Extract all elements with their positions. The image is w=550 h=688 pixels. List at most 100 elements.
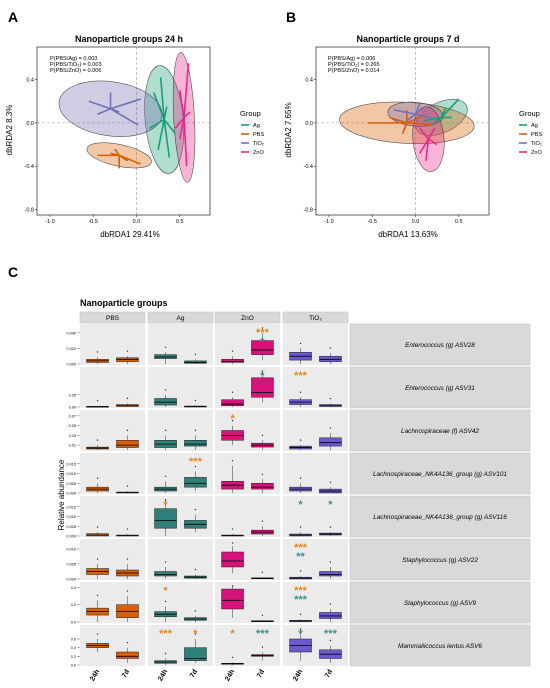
outlier-point (194, 633, 197, 635)
taxon-label: Staphylococcus (g) ASV9 (404, 600, 477, 607)
legend-label: Ag (531, 123, 538, 129)
outlier-point (299, 342, 302, 345)
row-strip (349, 538, 531, 581)
significance-stars: * (193, 628, 198, 640)
box (116, 440, 139, 448)
panel-b-pvalue: P(PBS/Ag) = 0.006 (328, 56, 375, 62)
outlier-point (164, 600, 167, 603)
significance-stars: * (230, 413, 235, 425)
outlier-point (299, 628, 302, 630)
group-strip (79, 311, 146, 324)
panel-a: A Nanoparticle groups 24 h P(PBS/Ag) = 0… (5, 9, 211, 239)
row-strip (349, 452, 531, 495)
y-tick-label: 0.010 (66, 472, 76, 476)
panel-a-pvalues: P(PBS/Ag) = 0.003 P(PBS/TiO₂) = 0.003 P(… (50, 56, 102, 74)
y-tick-label: 0.07 (69, 414, 76, 418)
outlier-point (126, 429, 129, 432)
taxon-label: Lachnospiraceae_NK4A136_group (g) ASV116 (373, 514, 507, 521)
y-tick-label: 0.03 (69, 434, 76, 438)
panel-b-xlabel: dbRDA1 13.63% (378, 230, 438, 239)
outlier-point (164, 561, 167, 563)
group-strip-label: Ag (177, 315, 185, 322)
outlier-point (299, 613, 302, 616)
y-tick-label: 0.6 (71, 638, 76, 642)
box (221, 551, 244, 568)
panel-a-letter: A (8, 9, 18, 25)
outlier-point (164, 346, 167, 348)
spider-line (153, 92, 165, 120)
outlier-point (126, 558, 129, 560)
y-tick-label: -0.4 (304, 164, 313, 170)
group-strip (282, 311, 349, 324)
outlier-point (164, 389, 167, 391)
taxon-label: Mammaliicoccus lentus ASV6 (398, 643, 482, 650)
significance-stars: *** (294, 585, 308, 597)
panel-a-xlabel: dbRDA1 29.41% (100, 230, 160, 239)
x-tick-label: 0.0 (133, 219, 141, 225)
facet-panel (80, 496, 145, 537)
y-tick-label: -0.4 (25, 164, 34, 170)
spider-line (178, 90, 185, 118)
outlier-point (96, 351, 99, 353)
spider-line (425, 139, 430, 161)
panel-a-pvalue: P(PBS/Ag) = 0.003 (50, 56, 97, 62)
y-tick-label: 0.01 (69, 444, 76, 448)
outlier-point (329, 397, 332, 400)
significance-stars: *** (294, 594, 308, 606)
y-tick-label: 0.015 (66, 505, 76, 509)
significance-stars: *** (294, 370, 308, 382)
x-tick-label: 0.5 (455, 219, 463, 225)
facet-panel (80, 367, 145, 408)
y-tick-label: 0.4 (26, 78, 34, 84)
y-tick-label: 0.0 (26, 121, 34, 127)
y-tick-label: 0.00 (69, 406, 76, 410)
outlier-point (261, 327, 264, 329)
facet-panel (148, 324, 213, 365)
box (251, 340, 274, 355)
group-strip (147, 311, 214, 324)
outlier-point (194, 429, 197, 432)
significance-stars: *** (159, 628, 173, 640)
outlier-point (329, 561, 332, 563)
spider-line (393, 109, 416, 115)
group-strip-label: ZnO (241, 315, 254, 322)
spider-line (110, 108, 139, 126)
significance-stars: ** (296, 551, 305, 563)
box (319, 571, 342, 577)
outlier-point (261, 646, 264, 648)
x-tick-label: 24h (292, 669, 304, 683)
outlier-point (231, 350, 234, 352)
y-tick-label: 0.2 (71, 603, 76, 607)
x-tick-label: -0.5 (367, 219, 376, 225)
row-strip (349, 409, 531, 452)
outlier-point (126, 350, 129, 352)
outlier-point (164, 652, 167, 655)
outlier-point (299, 526, 302, 528)
y-tick-label: 0.005 (66, 525, 76, 529)
significance-stars: *** (324, 628, 338, 640)
y-tick-label: 0.0 (71, 621, 76, 625)
outlier-point (231, 528, 234, 530)
panel-c-letter: C (8, 264, 18, 280)
y-tick-label: 0.020 (66, 347, 76, 351)
x-tick-label: 24h (89, 669, 101, 683)
spider-line (183, 117, 188, 167)
box (221, 588, 244, 610)
outlier-point (261, 614, 264, 616)
panel-b-legend: Group Ag PBS TiO₂ ZnO (519, 109, 543, 156)
spider-line (114, 148, 120, 156)
legend-title: Group (519, 109, 540, 118)
panel-a-legend: Group Ag PBS TiO₂ ZnO (240, 109, 265, 156)
panel-b-pvalue: P(PBS/TiO₂) = 0.265 (328, 62, 380, 68)
outlier-point (96, 439, 99, 441)
x-tick-label: 24h (157, 669, 169, 683)
y-tick-label: 0.000 (66, 492, 76, 496)
outlier-point (329, 603, 332, 605)
spider-line (440, 98, 460, 118)
outlier-point (164, 429, 167, 432)
y-tick-label: 0.0 (305, 121, 313, 127)
outlier-point (194, 465, 197, 468)
spider-line (149, 118, 165, 129)
outlier-point (329, 526, 332, 528)
y-tick-label: 0.0 (71, 664, 76, 668)
